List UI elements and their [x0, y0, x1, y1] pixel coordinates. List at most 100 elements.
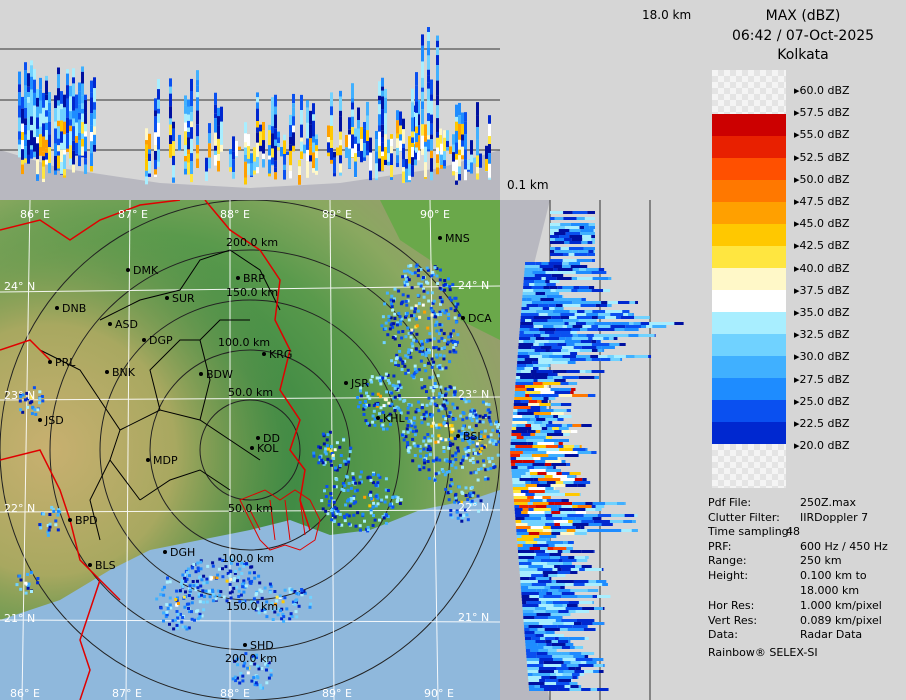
- echo-row: [551, 412, 564, 415]
- echo-column: [330, 125, 333, 141]
- echo-column: [378, 145, 381, 159]
- echo-row: [514, 505, 520, 508]
- echo-row: [524, 271, 533, 274]
- echo-column: [476, 167, 479, 174]
- echo-row: [582, 478, 587, 481]
- echo-column: [283, 134, 286, 141]
- echo-row: [574, 313, 587, 316]
- echo-row: [540, 346, 552, 349]
- echo-pixel: [415, 339, 419, 343]
- echo-column: [60, 149, 63, 163]
- echo-row: [542, 382, 561, 385]
- echo-column: [184, 156, 187, 162]
- echo-row: [550, 403, 561, 406]
- city-label: KOL: [257, 442, 279, 455]
- echo-pixel: [386, 333, 390, 337]
- echo-pixel: [426, 433, 430, 436]
- echo-column: [57, 126, 60, 139]
- echo-pixel: [293, 590, 297, 593]
- echo-pixel: [194, 588, 198, 592]
- city-label: BSL: [463, 430, 484, 443]
- echo-column: [430, 114, 433, 124]
- echo-row: [559, 565, 576, 568]
- echo-pixel: [399, 498, 403, 502]
- echo-pixel: [33, 408, 37, 412]
- echo-column: [427, 31, 430, 41]
- echo-pixel: [465, 433, 469, 437]
- echo-column: [339, 155, 342, 164]
- echo-row: [577, 505, 592, 508]
- echo-row: [540, 409, 554, 412]
- echo-pixel: [369, 478, 373, 482]
- echo-column: [36, 143, 39, 160]
- echo-row: [512, 418, 531, 421]
- scale-band: [712, 246, 786, 268]
- echo-row: [573, 286, 580, 289]
- echo-pixel: [469, 409, 473, 413]
- echo-row: [556, 667, 569, 670]
- echo-row: [545, 679, 559, 682]
- echo-column: [399, 150, 402, 152]
- echo-row: [512, 487, 529, 490]
- echo-pixel: [383, 376, 387, 380]
- echo-row: [563, 319, 579, 322]
- echo-row: [568, 601, 579, 604]
- echo-row: [515, 376, 521, 379]
- echo-pixel: [440, 336, 444, 340]
- echo-column: [244, 142, 247, 148]
- echo-pixel: [371, 414, 375, 418]
- echo-pixel: [489, 422, 493, 426]
- echo-row: [524, 634, 536, 637]
- echo-row: [520, 376, 535, 379]
- echo-pixel: [447, 470, 451, 474]
- scale-band: [712, 356, 786, 378]
- echo-row: [580, 229, 594, 232]
- footer-credit: Rainbow® SELEX-SI: [708, 646, 818, 659]
- echo-pixel: [334, 485, 338, 489]
- echo-pixel: [453, 340, 456, 343]
- echo-row: [550, 508, 559, 511]
- echo-row: [595, 304, 601, 307]
- echo-column: [458, 102, 461, 116]
- echo-row: [533, 538, 547, 541]
- echo-row: [539, 328, 556, 331]
- echo-column: [229, 154, 232, 168]
- echo-pixel: [447, 277, 450, 281]
- echo-row: [533, 343, 539, 346]
- echo-pixel: [443, 473, 447, 477]
- echo-column: [57, 138, 60, 146]
- echo-column: [262, 140, 265, 154]
- echo-row: [601, 523, 613, 526]
- echo-pixel: [341, 482, 345, 485]
- echo-pixel: [454, 492, 458, 496]
- echo-column: [439, 135, 442, 151]
- echo-column: [184, 145, 187, 157]
- echo-pixel: [363, 519, 366, 523]
- echo-row: [560, 223, 571, 226]
- echo-column: [27, 154, 30, 164]
- echo-pixel: [449, 478, 453, 482]
- echo-column: [436, 154, 439, 164]
- echo-row: [522, 292, 528, 295]
- echo-pixel: [312, 454, 316, 458]
- echo-pixel: [267, 676, 271, 680]
- echo-column: [315, 145, 318, 152]
- echo-column: [57, 67, 60, 75]
- info-value: 0.100 km to: [800, 569, 867, 582]
- echo-column: [93, 126, 96, 135]
- echo-row: [517, 538, 534, 541]
- echo-column: [208, 157, 211, 169]
- echo-row: [565, 337, 572, 340]
- echo-row: [566, 529, 576, 532]
- echo-column: [402, 159, 405, 168]
- echo-row: [537, 448, 551, 451]
- echo-column: [381, 109, 384, 125]
- scale-band: [712, 422, 786, 444]
- echo-row: [552, 475, 568, 478]
- echo-column: [36, 136, 39, 144]
- echo-pixel: [451, 417, 455, 421]
- echo-pixel: [398, 356, 402, 360]
- echo-column: [473, 157, 476, 164]
- scale-empty-band: [712, 70, 786, 114]
- echo-pixel: [322, 434, 326, 438]
